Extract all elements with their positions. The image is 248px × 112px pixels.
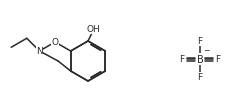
Text: O: O (52, 38, 59, 47)
Text: F: F (197, 73, 203, 82)
Text: N: N (36, 47, 43, 56)
Text: F: F (216, 55, 220, 64)
Text: −: − (203, 46, 209, 55)
Text: OH: OH (86, 25, 100, 34)
Text: F: F (197, 37, 203, 46)
Text: B: B (197, 55, 203, 64)
Text: F: F (180, 55, 185, 64)
